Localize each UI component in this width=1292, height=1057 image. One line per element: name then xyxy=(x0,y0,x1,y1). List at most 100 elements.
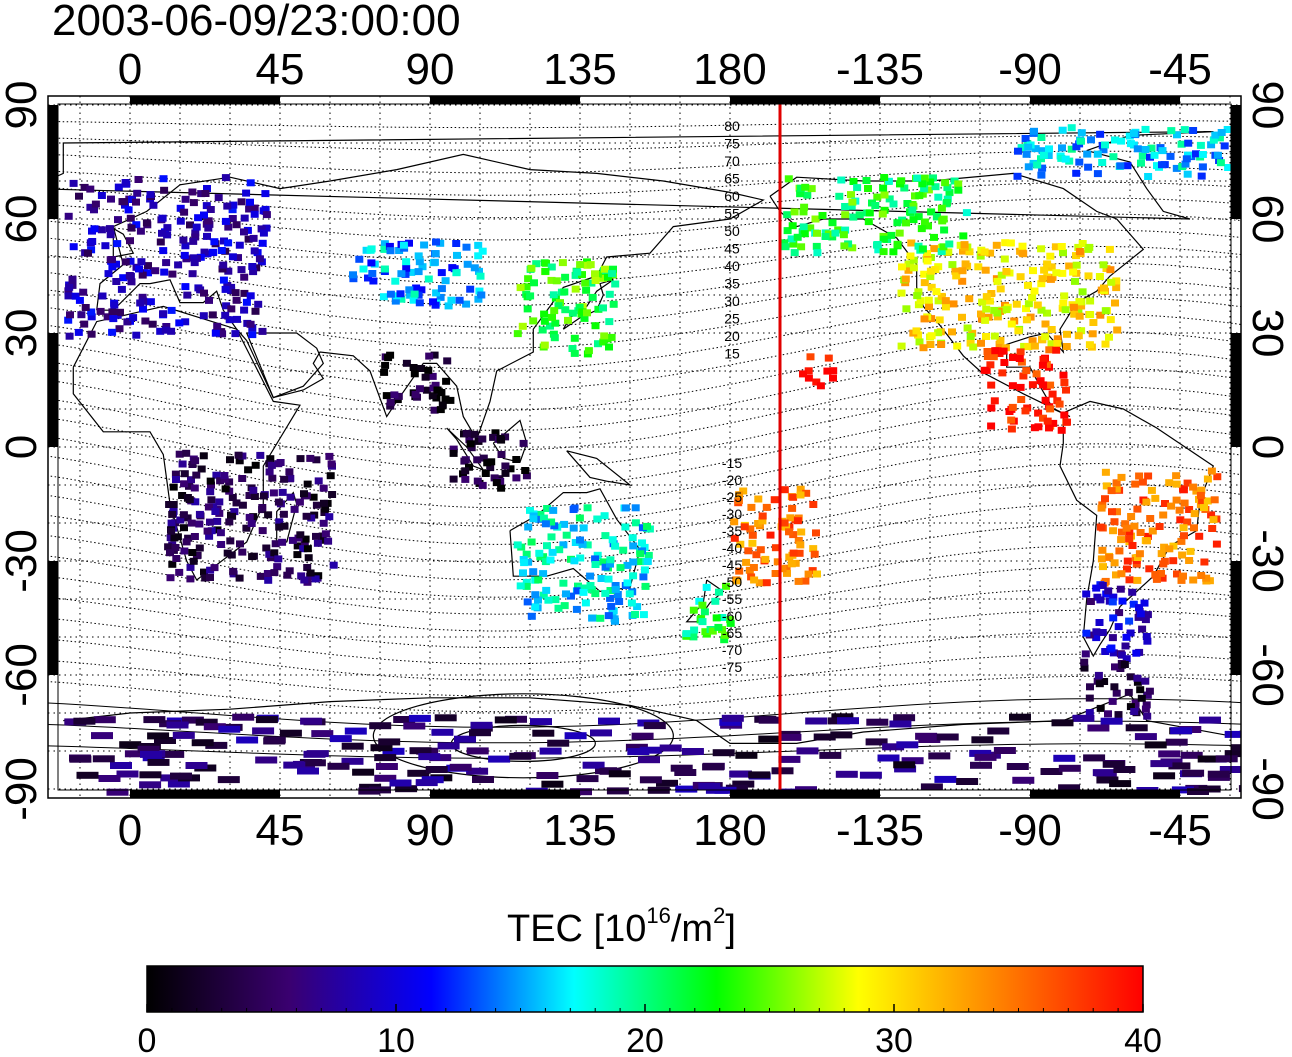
tec-cell xyxy=(181,318,190,326)
tec-cell xyxy=(116,770,139,778)
tec-cell xyxy=(443,357,452,365)
tec-cell xyxy=(1180,532,1188,540)
tec-cell xyxy=(812,378,821,386)
tec-cell xyxy=(1101,468,1110,476)
tec-cell xyxy=(631,732,654,740)
tec-cell xyxy=(518,322,527,330)
tec-cell xyxy=(386,290,395,298)
tec-cell xyxy=(983,353,992,360)
tec-cell xyxy=(735,491,744,499)
tec-cell xyxy=(914,242,923,250)
tec-cell xyxy=(1187,788,1209,795)
tec-cell xyxy=(1178,551,1187,559)
tec-cell xyxy=(853,184,862,192)
tec-cell xyxy=(1175,506,1184,514)
tec-cell xyxy=(1038,361,1047,369)
tec-cell xyxy=(237,198,246,206)
tec-cell xyxy=(1014,327,1023,335)
tec-cell xyxy=(1136,610,1145,618)
tec-cell xyxy=(535,549,544,557)
tec-cell xyxy=(550,522,559,530)
tec-cell xyxy=(236,540,244,548)
tec-cell xyxy=(1192,487,1201,495)
tec-cell xyxy=(199,452,208,460)
tec-cell xyxy=(1040,768,1063,775)
tec-cell xyxy=(1048,390,1057,398)
tec-cell xyxy=(256,572,265,580)
tec-cell xyxy=(958,313,966,321)
tec-cell xyxy=(1177,140,1186,148)
tec-cell xyxy=(919,344,928,352)
tec-cell xyxy=(1037,245,1046,253)
tec-cell xyxy=(283,761,306,769)
tec-cell xyxy=(812,242,821,250)
tec-cell xyxy=(698,783,721,790)
tec-cell xyxy=(790,208,799,216)
tec-cell xyxy=(578,308,587,316)
tec-cell xyxy=(523,305,532,313)
tec-cell xyxy=(314,477,323,485)
tec-cell xyxy=(689,606,698,614)
tec-cell xyxy=(286,474,295,482)
left-lat-label: 0 xyxy=(0,435,46,459)
tec-cell xyxy=(475,287,484,295)
tec-cell xyxy=(795,549,804,557)
tec-cell xyxy=(1114,623,1123,631)
tec-cell xyxy=(953,342,962,350)
tec-cell xyxy=(627,748,650,756)
tec-cell xyxy=(732,780,755,788)
tec-cell xyxy=(251,461,260,469)
tec-cell xyxy=(1024,143,1033,151)
tec-cell xyxy=(600,332,609,340)
tec-cell xyxy=(1006,763,1029,770)
tec-cell xyxy=(721,714,744,722)
tec-cell xyxy=(849,213,858,221)
tec-cell xyxy=(771,570,780,577)
tec-cell xyxy=(213,322,222,330)
tec-cell xyxy=(1002,306,1011,314)
tec-cell xyxy=(1124,688,1133,696)
tec-cell xyxy=(324,537,333,545)
tec-cell xyxy=(273,563,282,571)
tec-cell xyxy=(974,263,983,271)
tec-cell xyxy=(1183,518,1192,526)
tec-cell xyxy=(629,572,638,580)
tec-cell xyxy=(162,259,171,267)
tec-cell xyxy=(113,240,122,248)
tec-cell xyxy=(1189,483,1198,491)
mlat-contour xyxy=(48,743,1241,759)
mlat-contour xyxy=(48,262,1241,328)
tec-cell xyxy=(1061,155,1070,163)
tec-cell xyxy=(119,274,128,282)
tec-cell xyxy=(64,292,73,300)
tec-cell xyxy=(1123,557,1132,565)
tec-cell xyxy=(940,226,949,234)
tec-cell xyxy=(1114,711,1123,719)
map-title: 2003-06-09/23:00:00 xyxy=(52,0,461,45)
tec-cell xyxy=(1122,633,1131,641)
tec-cell xyxy=(1238,785,1241,793)
tec-cell xyxy=(538,326,547,334)
tec-cell xyxy=(965,295,974,303)
tec-cell xyxy=(1030,342,1039,350)
tec-cell xyxy=(631,519,640,527)
tec-cell xyxy=(605,318,614,326)
tec-cell xyxy=(564,732,587,740)
tec-cell xyxy=(1142,633,1151,640)
tec-cell xyxy=(862,177,871,184)
tec-cell xyxy=(980,248,989,256)
tec-cell xyxy=(599,304,607,312)
tec-cell xyxy=(1034,409,1043,417)
tec-cell xyxy=(1173,131,1181,139)
tec-cell xyxy=(804,367,813,375)
tec-cell xyxy=(191,233,200,241)
tec-cell xyxy=(1117,137,1126,145)
tec-cell xyxy=(303,545,312,553)
tec-cell xyxy=(1198,163,1207,171)
tec-cell xyxy=(1126,673,1135,681)
tec-cell xyxy=(437,269,446,277)
tec-cell xyxy=(490,474,499,482)
contour-label: 65 xyxy=(724,171,740,187)
tec-cell xyxy=(908,206,917,214)
tec-cell xyxy=(191,498,200,506)
